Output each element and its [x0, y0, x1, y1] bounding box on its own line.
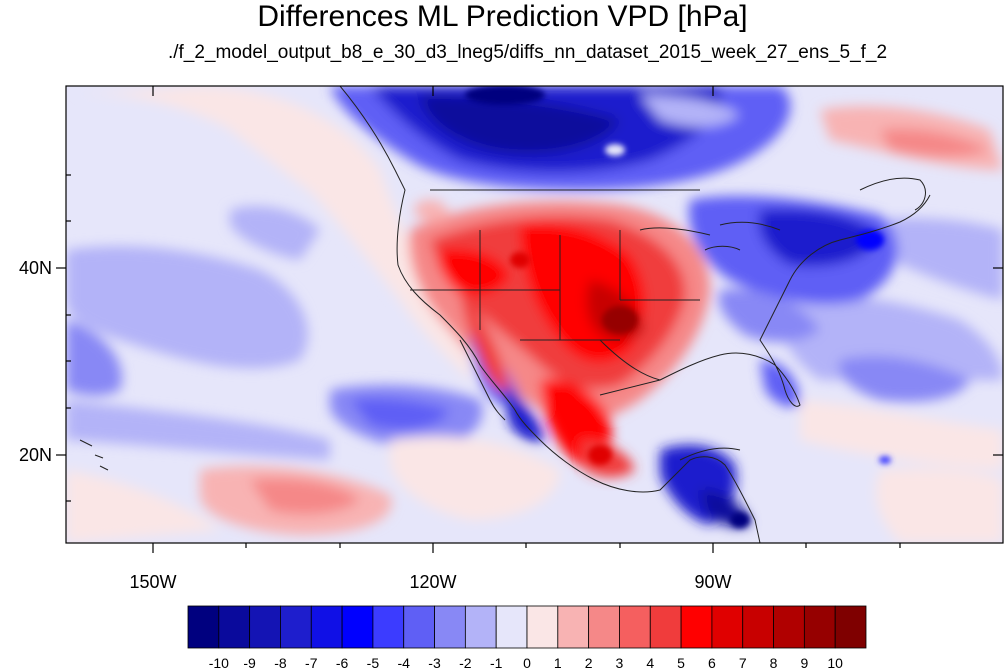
colorbar-box: [218, 605, 251, 649]
colorbar-box: [588, 605, 620, 649]
plot-frame: [56, 85, 1004, 553]
colorbar-box: [649, 605, 682, 649]
colorbar-tick-label: -7: [305, 655, 318, 671]
colorbar-box: [187, 605, 220, 649]
colorbar-box: [464, 605, 497, 649]
lat-tick-label: 20N: [18, 445, 52, 465]
colorbar-box: [557, 605, 590, 649]
colorbar-box: [341, 605, 374, 649]
colorbar-tick-label: 3: [615, 655, 624, 671]
colorbar-tick-label: 9: [800, 655, 809, 671]
anomaly-field: [66, 86, 1003, 543]
colorbar-tick-label: 8: [769, 655, 778, 671]
colorbar-box: [742, 605, 774, 649]
colorbar-box: [803, 605, 836, 649]
colorbar-tick-label: 6: [708, 655, 716, 671]
chart-subtitle: ./f_2_model_output_b8_e_30_d3_lneg5/diff…: [167, 42, 888, 63]
lon-tick-label: 90W: [694, 572, 732, 592]
colorbar-tick-label: -5: [366, 655, 380, 671]
colorbar: [187, 605, 867, 649]
lat-tick-label: 40N: [18, 258, 52, 278]
colorbar-box: [711, 605, 744, 649]
colorbar-box: [526, 605, 559, 649]
colorbar-box: [403, 605, 435, 649]
colorbar-box: [773, 605, 805, 649]
colorbar-box: [249, 605, 281, 649]
lon-tick-label: 150W: [129, 572, 177, 592]
colorbar-tick-label: 0: [523, 655, 531, 671]
colorbar-box: [372, 605, 405, 649]
colorbar-tick-label: 7: [738, 655, 747, 671]
colorbar-box: [495, 605, 528, 649]
colorbar-tick-label: -4: [397, 655, 410, 671]
chart-title: Differences ML Prediction VPD [hPa]: [257, 0, 748, 33]
colorbar-box: [280, 605, 312, 649]
colorbar-box: [310, 605, 343, 649]
lon-tick-label: 120W: [409, 572, 457, 592]
colorbar-tick-label: 4: [646, 655, 655, 671]
colorbar-tick-label: -3: [428, 655, 441, 671]
coastlines: [79, 86, 931, 543]
colorbar-tick-label: 10: [827, 655, 843, 671]
colorbar-box: [434, 605, 466, 649]
colorbar-tick-label: -10: [208, 655, 229, 671]
colorbar-tick-label: -8: [274, 655, 287, 671]
colorbar-tick-label: -2: [459, 655, 472, 671]
colorbar-box: [680, 605, 713, 649]
colorbar-tick-label: -9: [243, 655, 256, 671]
colorbar-tick-label: -1: [489, 655, 503, 671]
colorbar-box: [619, 605, 651, 649]
colorbar-tick-label: 5: [677, 655, 685, 671]
colorbar-tick-label: -6: [335, 655, 349, 671]
colorbar-tick-label: 1: [553, 655, 562, 671]
colorbar-box: [834, 605, 867, 649]
colorbar-tick-label: 2: [584, 655, 593, 671]
